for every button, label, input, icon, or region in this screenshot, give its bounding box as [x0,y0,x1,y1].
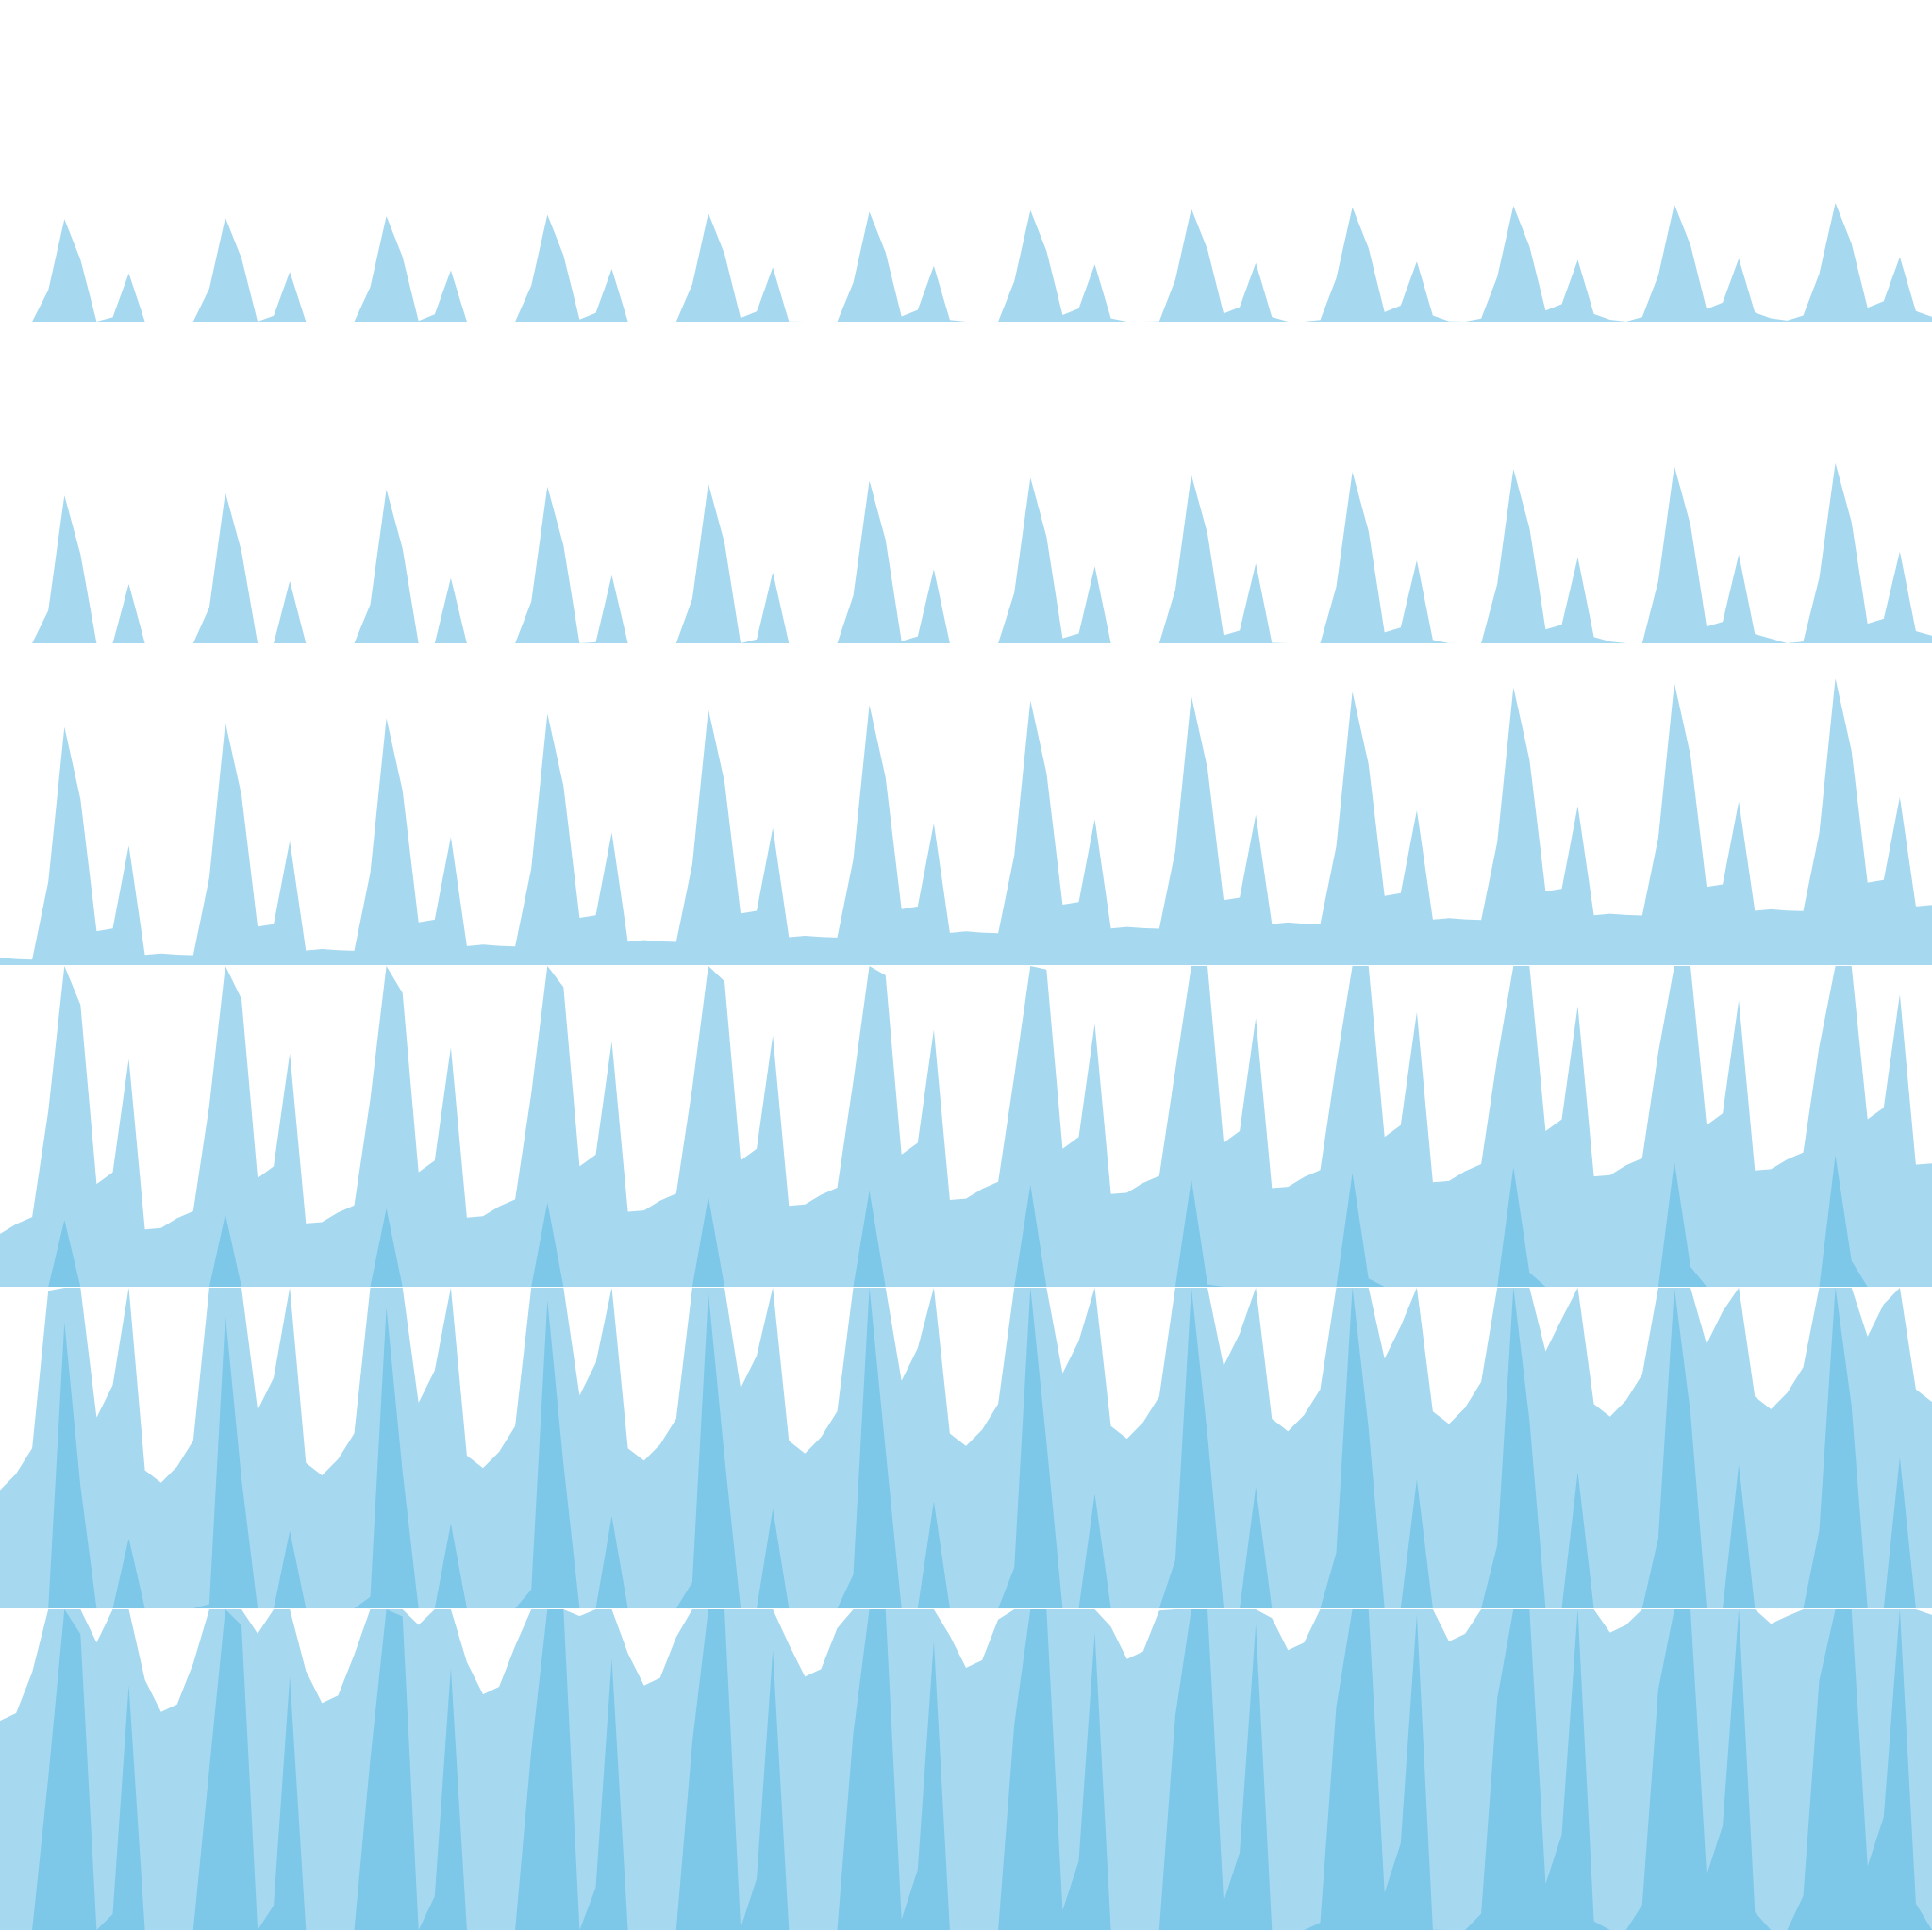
horizon-band-light [0,203,1932,322]
horizon-row-3 [0,678,1932,965]
horizon-row-4 [0,966,1932,1287]
horizon-band-light [0,1288,1932,1608]
horizon-band-light [0,1609,1932,1930]
horizon-row-5 [0,1288,1932,1608]
horizon-row-2 [0,462,1932,643]
horizon-band-dark [0,1288,1932,1608]
horizon-row-1 [0,203,1932,322]
horizon-band-light [0,462,1932,643]
horizon-band-dark [0,1609,1932,1930]
horizon-band-dark [0,1155,1932,1287]
horizon-row-6 [0,1609,1932,1930]
horizon-band-light [0,966,1932,1287]
horizon-band-light [0,678,1932,965]
